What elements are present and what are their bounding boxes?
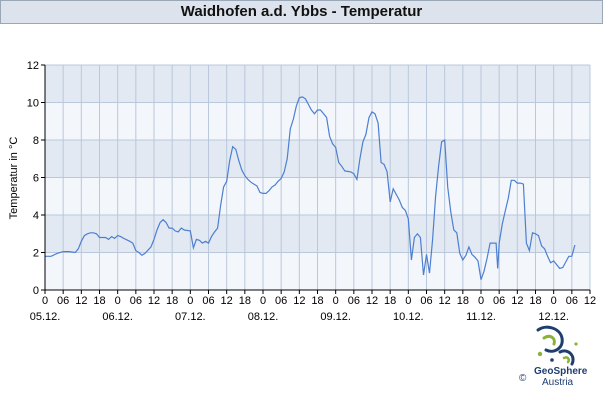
x-tick-label: 06 bbox=[493, 295, 505, 307]
x-tick-label: 06 bbox=[275, 295, 287, 307]
y-tick-label: 0 bbox=[33, 285, 39, 297]
y-tick-label: 6 bbox=[33, 173, 39, 185]
y-tick-label: 12 bbox=[27, 60, 39, 72]
axes: 0 2 4 6 8 10 12 0 06 12 18 0 06 12 18 0 06 12 18 0 06 12 18 0 06… bbox=[27, 60, 596, 323]
x-tick-label: 12 bbox=[148, 295, 160, 307]
x-tick-label: 0 bbox=[405, 295, 411, 307]
x-tick-label: 12 bbox=[439, 295, 451, 307]
x-tick-label: 0 bbox=[551, 295, 557, 307]
day-label: 10.12. bbox=[393, 311, 424, 323]
y-tick-label: 2 bbox=[33, 248, 39, 260]
x-tick-label: 06 bbox=[57, 295, 69, 307]
day-label: 05.12. bbox=[30, 311, 61, 323]
x-tick-label: 06 bbox=[420, 295, 432, 307]
x-tick-label: 18 bbox=[384, 295, 396, 307]
x-tick-label: 06 bbox=[348, 295, 360, 307]
day-label: 12.12. bbox=[538, 311, 569, 323]
day-label: 07.12. bbox=[175, 311, 206, 323]
day-label: 08.12. bbox=[248, 311, 279, 323]
x-tick-label: 06 bbox=[130, 295, 142, 307]
logo-subtitle: Austria bbox=[542, 377, 574, 388]
x-tick-label: 0 bbox=[333, 295, 339, 307]
day-label: 09.12. bbox=[320, 311, 351, 323]
x-tick-label: 06 bbox=[202, 295, 214, 307]
x-tick-label: 0 bbox=[478, 295, 484, 307]
x-tick-label: 12 bbox=[511, 295, 523, 307]
x-tick-label: 18 bbox=[311, 295, 323, 307]
x-tick-label: 18 bbox=[166, 295, 178, 307]
temperature-line bbox=[45, 96, 576, 280]
day-label: 06.12. bbox=[102, 311, 133, 323]
x-tick-label: 0 bbox=[260, 295, 266, 307]
x-tick-label: 18 bbox=[457, 295, 469, 307]
x-tick-label: 18 bbox=[93, 295, 105, 307]
geosphere-logo-icon bbox=[536, 325, 578, 366]
chart-title-bar: Waidhofen a.d. Ybbs - Temperatur bbox=[0, 0, 603, 24]
x-tick-label: 06 bbox=[566, 295, 578, 307]
x-tick-label: 0 bbox=[115, 295, 121, 307]
day-label: 11.12. bbox=[466, 311, 496, 323]
logo-copyright: © bbox=[519, 373, 527, 384]
y-tick-label: 4 bbox=[33, 210, 39, 222]
x-tick-label: 12 bbox=[366, 295, 378, 307]
y-tick-label: 10 bbox=[27, 98, 39, 110]
y-axis-label: Temperatur in °C bbox=[8, 137, 20, 220]
x-tick-label: 18 bbox=[239, 295, 251, 307]
x-tick-label: 12 bbox=[293, 295, 305, 307]
x-tick-label: 0 bbox=[187, 295, 193, 307]
x-tick-label: 12 bbox=[584, 295, 596, 307]
chart-title: Waidhofen a.d. Ybbs - Temperatur bbox=[180, 3, 423, 20]
x-tick-label: 12 bbox=[75, 295, 87, 307]
y-tick-label: 8 bbox=[33, 135, 39, 147]
x-tick-label: 12 bbox=[221, 295, 233, 307]
logo-name: GeoSphere bbox=[534, 366, 588, 377]
x-tick-label: 18 bbox=[529, 295, 541, 307]
x-tick-label: 0 bbox=[42, 295, 48, 307]
series bbox=[45, 96, 576, 280]
